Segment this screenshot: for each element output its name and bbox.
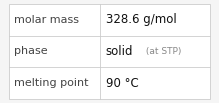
Text: phase: phase <box>14 46 48 57</box>
Text: solid: solid <box>106 45 133 58</box>
Text: (at STP): (at STP) <box>143 47 182 56</box>
Text: 328.6 g/mol: 328.6 g/mol <box>106 13 177 26</box>
Text: 90 °C: 90 °C <box>106 77 139 90</box>
Text: molar mass: molar mass <box>14 15 79 25</box>
Text: melting point: melting point <box>14 78 89 88</box>
